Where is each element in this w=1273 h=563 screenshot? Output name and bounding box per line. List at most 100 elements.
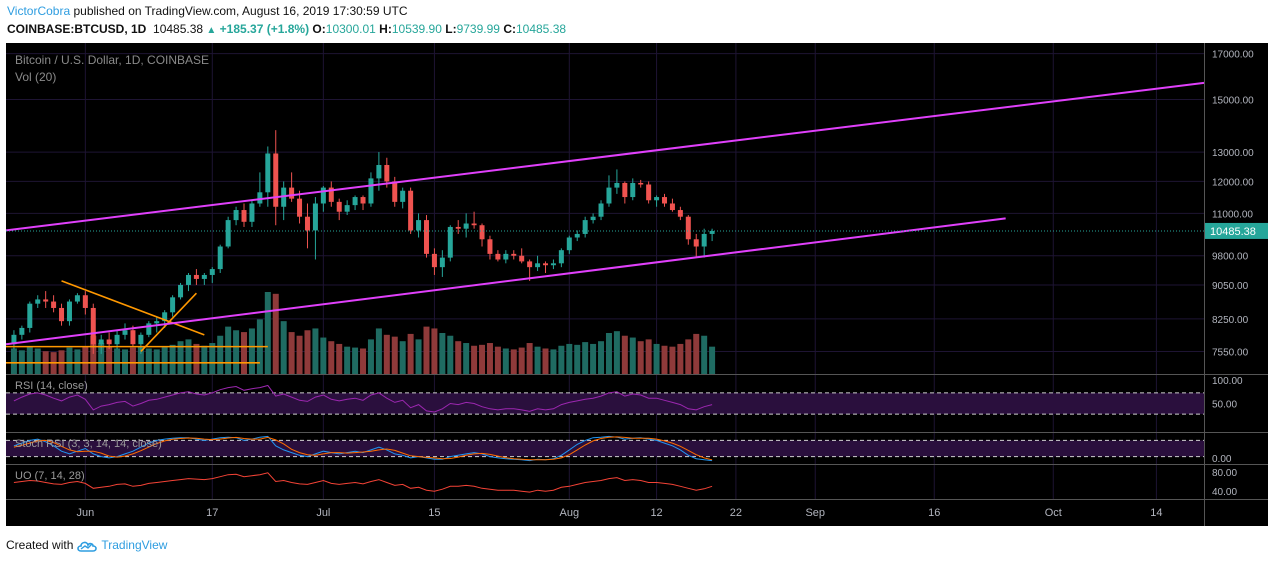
candle <box>709 228 715 242</box>
volume-bar <box>375 328 382 374</box>
volume-bar <box>661 345 668 374</box>
volume-bar <box>34 348 41 374</box>
volume-bar <box>66 347 73 374</box>
volume-bar <box>629 337 636 374</box>
time-tick-label: Jun <box>76 507 94 519</box>
volume-bar <box>82 346 89 374</box>
volume-bar <box>272 293 279 374</box>
candle-body <box>154 321 160 324</box>
candle-body <box>320 187 326 204</box>
volume-bar <box>129 347 136 374</box>
volume-bar <box>367 339 374 374</box>
author-link[interactable]: VictorCobra <box>7 4 71 18</box>
candle-body <box>201 274 207 279</box>
candle <box>598 200 604 221</box>
volume-bar <box>193 343 200 374</box>
volume-bar <box>360 348 367 374</box>
candle <box>606 175 612 207</box>
candle <box>495 250 501 262</box>
candle-body <box>614 182 620 188</box>
candle <box>701 228 707 258</box>
volume-bar <box>383 334 390 374</box>
candle <box>558 248 564 268</box>
volume-bar <box>542 348 549 374</box>
candle-body <box>463 223 469 229</box>
candle <box>90 303 96 354</box>
volume-bar <box>344 346 351 374</box>
time-tick-label: 14 <box>1150 507 1162 519</box>
candle <box>193 269 199 285</box>
price-tick-label: 15000.00 <box>1212 96 1254 107</box>
candle <box>471 211 477 229</box>
volume-bar <box>471 345 478 374</box>
rsi-label: RSI (14, close) <box>15 380 88 392</box>
high-value: 10539.90 <box>391 22 442 36</box>
volume-bar <box>225 326 232 374</box>
stoch_rsi-label: Stoch RSI (3, 3, 14, 14, close) <box>15 438 162 450</box>
volume-bar <box>590 343 597 374</box>
candle <box>217 244 223 273</box>
up-arrow-icon: ▲ <box>206 25 217 36</box>
volume-bar <box>201 345 208 374</box>
candle-body <box>273 153 279 207</box>
candle-body <box>677 210 683 217</box>
volume-bar <box>693 333 700 374</box>
candle-body <box>289 187 295 199</box>
candle <box>455 220 461 234</box>
candle-body <box>209 269 215 275</box>
volume-bar <box>288 332 295 374</box>
candle <box>35 295 41 308</box>
indicator-tick-label: 80.00 <box>1212 468 1237 479</box>
candle-body <box>423 220 429 254</box>
price-chart[interactable]: RSI (14, close) 100.00 50.00 Stoch RSI (3, … <box>6 43 1268 526</box>
volume-bar <box>26 346 33 374</box>
volume-bar <box>637 341 644 374</box>
tradingview-brand[interactable]: TradingView <box>101 538 168 552</box>
indicator-band <box>6 440 1204 457</box>
volume-bar <box>431 328 438 374</box>
candle <box>185 272 191 292</box>
volume-bar <box>106 346 113 374</box>
candle <box>312 197 318 260</box>
candle-body <box>376 164 382 179</box>
candle-body <box>106 339 112 345</box>
time-tick-label: 22 <box>730 507 742 519</box>
time-tick-label: Aug <box>560 507 580 519</box>
candle-body <box>566 237 572 251</box>
volume-bar <box>320 337 327 374</box>
volume-bar <box>574 344 581 374</box>
volume-bar <box>98 343 105 374</box>
candle <box>566 235 572 254</box>
price-tick-label: 11000.00 <box>1212 209 1253 220</box>
candle <box>685 215 691 245</box>
volume-bar <box>534 346 541 374</box>
price-tick-label: 13000.00 <box>1212 148 1254 159</box>
chart-title: Bitcoin / U.S. Dollar, 1D, COINBASE <box>15 53 209 67</box>
candle <box>225 216 231 249</box>
volume-bar <box>677 343 684 374</box>
volume-bar <box>645 339 652 374</box>
volume-bar <box>463 343 470 374</box>
candle-body <box>170 297 176 313</box>
candle <box>408 187 414 234</box>
volume-bar <box>161 346 168 374</box>
candle <box>614 169 620 194</box>
indicator-tick-label: 100.00 <box>1212 376 1243 387</box>
candle-body <box>503 253 509 260</box>
candle <box>503 250 509 264</box>
candle <box>178 282 184 300</box>
volume-bar <box>304 330 311 374</box>
candle <box>662 193 668 207</box>
open-value: 10300.01 <box>325 22 376 36</box>
volume-bar <box>558 345 565 374</box>
last-price-tag-label: 10485.38 <box>1210 226 1256 238</box>
candle <box>170 295 176 317</box>
candle-body <box>146 323 152 335</box>
candle <box>19 325 25 340</box>
candle <box>638 179 644 188</box>
candle <box>431 248 437 275</box>
price-tick-label: 8250.00 <box>1212 315 1249 326</box>
time-tick-label: 16 <box>928 507 940 519</box>
indicator-tick-label: 40.00 <box>1212 487 1237 498</box>
price-tick-label: 9050.00 <box>1212 281 1249 292</box>
